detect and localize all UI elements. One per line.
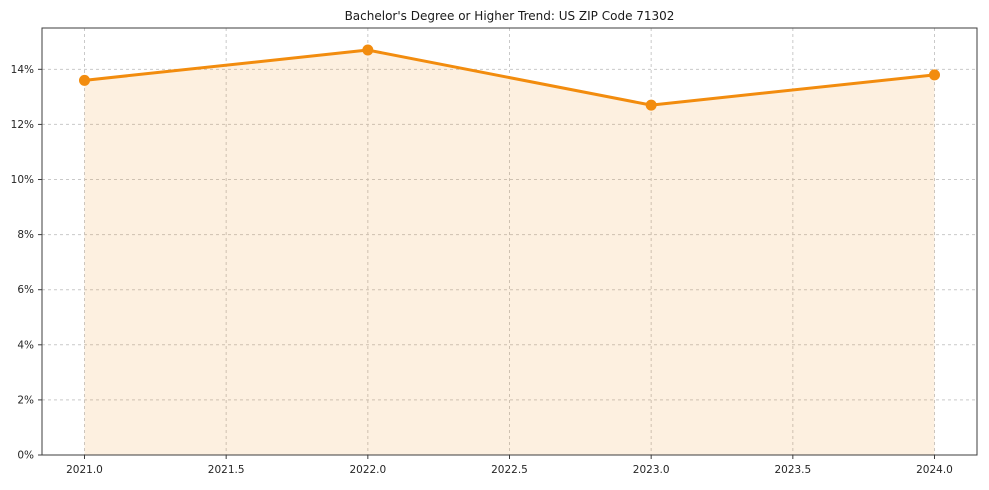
data-point-marker (79, 74, 90, 86)
x-tick-label: 2023.5 (774, 464, 811, 476)
y-tick-label: 12% (11, 119, 34, 131)
series-line (83, 48, 936, 107)
x-tick-label: 2023.0 (633, 464, 670, 476)
y-tick-label: 8% (17, 229, 34, 241)
x-tick-label: 2022.5 (491, 464, 528, 476)
data-point-marker (929, 69, 940, 81)
series-area-fill (84, 50, 935, 456)
y-tick-label: 14% (11, 64, 34, 76)
data-point-marker (645, 99, 657, 111)
y-tick-label: 4% (17, 339, 34, 351)
y-tick-label: 10% (11, 174, 34, 186)
y-tick-label: 0% (17, 450, 34, 462)
data-point-marker (362, 44, 374, 56)
x-tick-label: 2021.0 (66, 464, 103, 476)
y-tick-label: 2% (17, 394, 34, 406)
x-tick-label: 2022.0 (349, 464, 386, 476)
x-tick-label: 2021.5 (208, 464, 245, 476)
chart-title: Bachelor's Degree or Higher Trend: US ZI… (344, 9, 675, 23)
x-tick-label: 2024.0 (916, 464, 953, 476)
y-tick-label: 6% (17, 284, 34, 296)
